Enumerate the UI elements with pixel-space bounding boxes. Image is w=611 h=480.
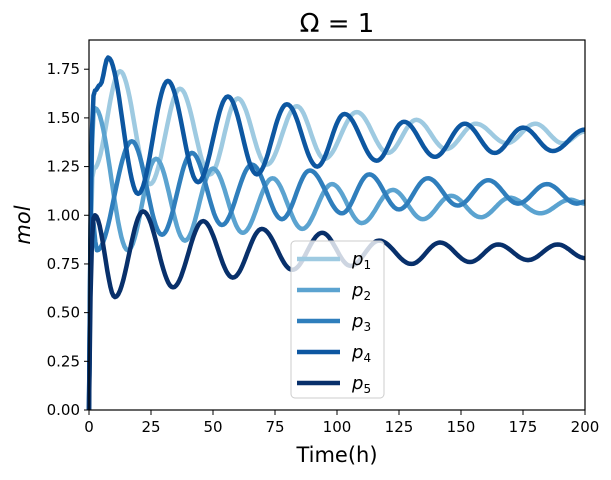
y-tick-label: 0.00 bbox=[47, 401, 80, 419]
y-tick-label: 0.50 bbox=[47, 304, 80, 322]
y-tick-label: 1.75 bbox=[47, 60, 80, 78]
series-line-p3 bbox=[86, 139, 586, 411]
x-tick-label: 100 bbox=[323, 418, 352, 436]
legend-label-p4: p4 bbox=[351, 342, 371, 365]
x-tick-label: 125 bbox=[385, 418, 414, 436]
y-tick-label: 1.50 bbox=[47, 109, 80, 127]
y-tick-label: 1.25 bbox=[47, 158, 80, 176]
x-axis-label: Time(h) bbox=[295, 443, 377, 467]
series-line-p1 bbox=[86, 68, 586, 411]
y-axis-label: mol bbox=[11, 205, 35, 244]
legend-label-p5: p5 bbox=[351, 373, 371, 396]
x-tick-label: 25 bbox=[141, 418, 160, 436]
y-tick-label: 0.75 bbox=[47, 255, 80, 273]
x-tick-label: 50 bbox=[203, 418, 222, 436]
legend-label-p2: p2 bbox=[351, 280, 371, 303]
x-tick-label: 175 bbox=[509, 418, 538, 436]
legend-label-p3: p3 bbox=[351, 311, 371, 334]
series-line-p2 bbox=[86, 105, 586, 411]
x-tick-label: 75 bbox=[265, 418, 284, 436]
y-tick-label: 0.25 bbox=[47, 352, 80, 370]
y-tick-label: 1.00 bbox=[47, 206, 80, 224]
x-tick-label: 200 bbox=[571, 418, 600, 436]
legend-label-p1: p1 bbox=[351, 249, 371, 272]
chart-title: Ω = 1 bbox=[300, 9, 375, 39]
series-line-p4 bbox=[86, 55, 586, 411]
x-tick-label: 0 bbox=[84, 418, 94, 436]
x-tick-label: 150 bbox=[447, 418, 476, 436]
legend: p1 p2 p3 p4 p5 bbox=[290, 240, 385, 399]
axis-ticks: 0 25 50 75 100 125 150 175 200 0.00 0.25 0.50 0.75 1.… bbox=[47, 60, 600, 436]
